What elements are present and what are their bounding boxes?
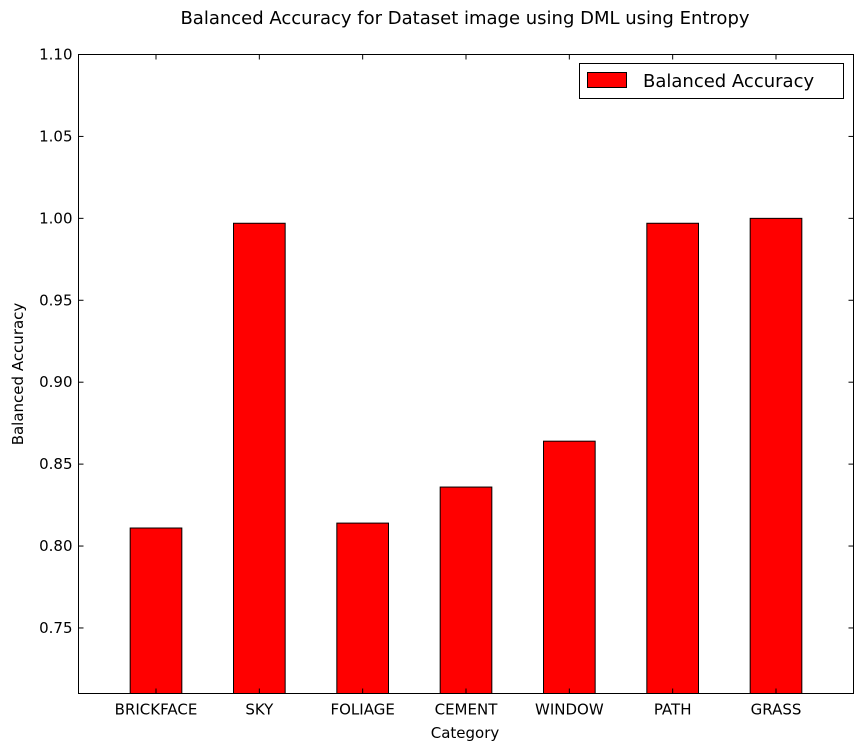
chart-title: Balanced Accuracy for Dataset image usin… xyxy=(180,8,749,29)
bar-foliage xyxy=(336,522,390,694)
legend-label: Balanced Accuracy xyxy=(643,71,814,92)
y-tick-label: 1.05 xyxy=(39,127,72,145)
x-axis: BRICKFACE SKY FOLIAGE CEMENT WINDOW PATH GRASS xyxy=(115,54,802,719)
x-axis-label: Category xyxy=(431,724,500,742)
bar-grass xyxy=(749,217,803,694)
bars-group xyxy=(129,217,803,694)
legend: Balanced Accuracy xyxy=(579,63,844,99)
bar-brickface xyxy=(129,527,183,694)
y-tick-label: 1.10 xyxy=(39,46,72,64)
y-tick-label: 1.00 xyxy=(39,209,72,227)
y-tick-label: 0.90 xyxy=(39,373,72,391)
bar-path xyxy=(646,222,699,694)
x-tick-label: GRASS xyxy=(751,701,802,719)
y-tick-label: 0.80 xyxy=(39,537,72,555)
x-tick-label: WINDOW xyxy=(535,701,604,719)
bar-cement xyxy=(439,486,493,694)
y-tick-label: 0.95 xyxy=(39,291,72,309)
bar-sky xyxy=(233,222,286,694)
x-tick-label: BRICKFACE xyxy=(115,701,198,719)
legend-swatch xyxy=(587,72,627,88)
y-tick-label: 0.75 xyxy=(39,619,72,637)
bar-window xyxy=(543,440,596,694)
x-tick-label: CEMENT xyxy=(435,701,499,719)
y-axis: 0.75 0.80 0.85 0.90 0.95 1.00 1.05 1.10 xyxy=(39,46,854,637)
x-tick-label: FOLIAGE xyxy=(331,701,395,719)
x-tick-label: PATH xyxy=(654,701,692,719)
y-axis-label: Balanced Accuracy xyxy=(9,303,27,446)
y-tick-label: 0.85 xyxy=(39,455,72,473)
x-tick-label: SKY xyxy=(245,701,274,719)
